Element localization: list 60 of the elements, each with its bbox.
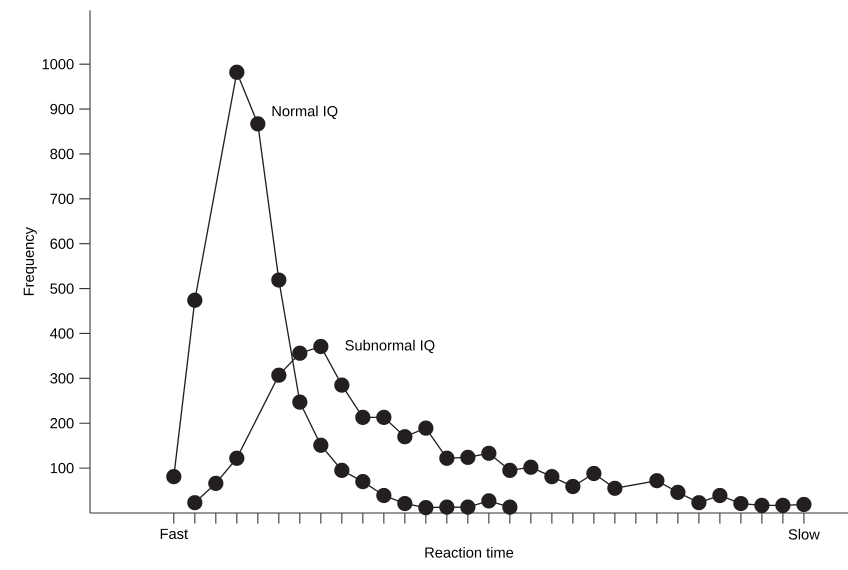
y-tick-label: 600	[50, 238, 74, 249]
y-tick-label: 700	[50, 194, 74, 204]
point	[586, 466, 602, 482]
point	[397, 429, 412, 444]
point	[460, 500, 476, 515]
point	[607, 480, 622, 496]
point	[355, 474, 370, 490]
point	[439, 500, 454, 515]
point	[649, 473, 664, 488]
point	[439, 450, 454, 466]
series-label: Normal IQ	[272, 106, 338, 119]
y-tick-label: 200	[50, 418, 74, 428]
point	[250, 116, 266, 132]
point	[418, 500, 434, 516]
point	[460, 450, 476, 465]
point	[481, 493, 496, 508]
point	[712, 488, 728, 504]
point	[544, 469, 560, 484]
point	[271, 272, 286, 288]
point	[292, 346, 308, 361]
x-tick-label: Fast	[160, 528, 188, 540]
y-tick-label: 400	[50, 328, 74, 339]
point	[376, 488, 392, 504]
x-tick-label: Slow	[788, 528, 820, 540]
point	[775, 498, 790, 513]
point	[208, 476, 224, 491]
point	[691, 495, 706, 510]
point	[313, 438, 328, 453]
point	[502, 462, 518, 478]
point	[523, 460, 538, 475]
point	[418, 420, 434, 436]
point	[187, 292, 202, 308]
point	[481, 446, 496, 461]
y-tick-label: 300	[50, 373, 74, 384]
x-axis-title: Reaction time	[425, 546, 514, 558]
point	[670, 484, 686, 500]
y-tick-label: 500	[50, 283, 74, 294]
point	[502, 500, 518, 515]
point	[187, 495, 202, 510]
point	[733, 496, 748, 512]
point	[271, 368, 286, 383]
point	[397, 496, 412, 512]
point	[796, 496, 812, 512]
point	[376, 410, 392, 425]
point	[313, 338, 328, 354]
point	[334, 462, 350, 478]
point	[166, 469, 182, 484]
point	[754, 498, 770, 513]
point	[229, 450, 244, 466]
point	[565, 478, 580, 494]
y-tick-label: 100	[50, 462, 74, 474]
y-tick-label: 1000	[42, 59, 74, 70]
series-label: Subnormal IQ	[345, 340, 434, 354]
point	[229, 64, 244, 80]
point	[292, 394, 308, 410]
y-tick-label: 900	[50, 104, 74, 114]
y-tick-label: 800	[50, 148, 74, 160]
y-axis-title: Frequency	[24, 227, 37, 296]
point	[355, 410, 370, 425]
point	[334, 377, 350, 393]
